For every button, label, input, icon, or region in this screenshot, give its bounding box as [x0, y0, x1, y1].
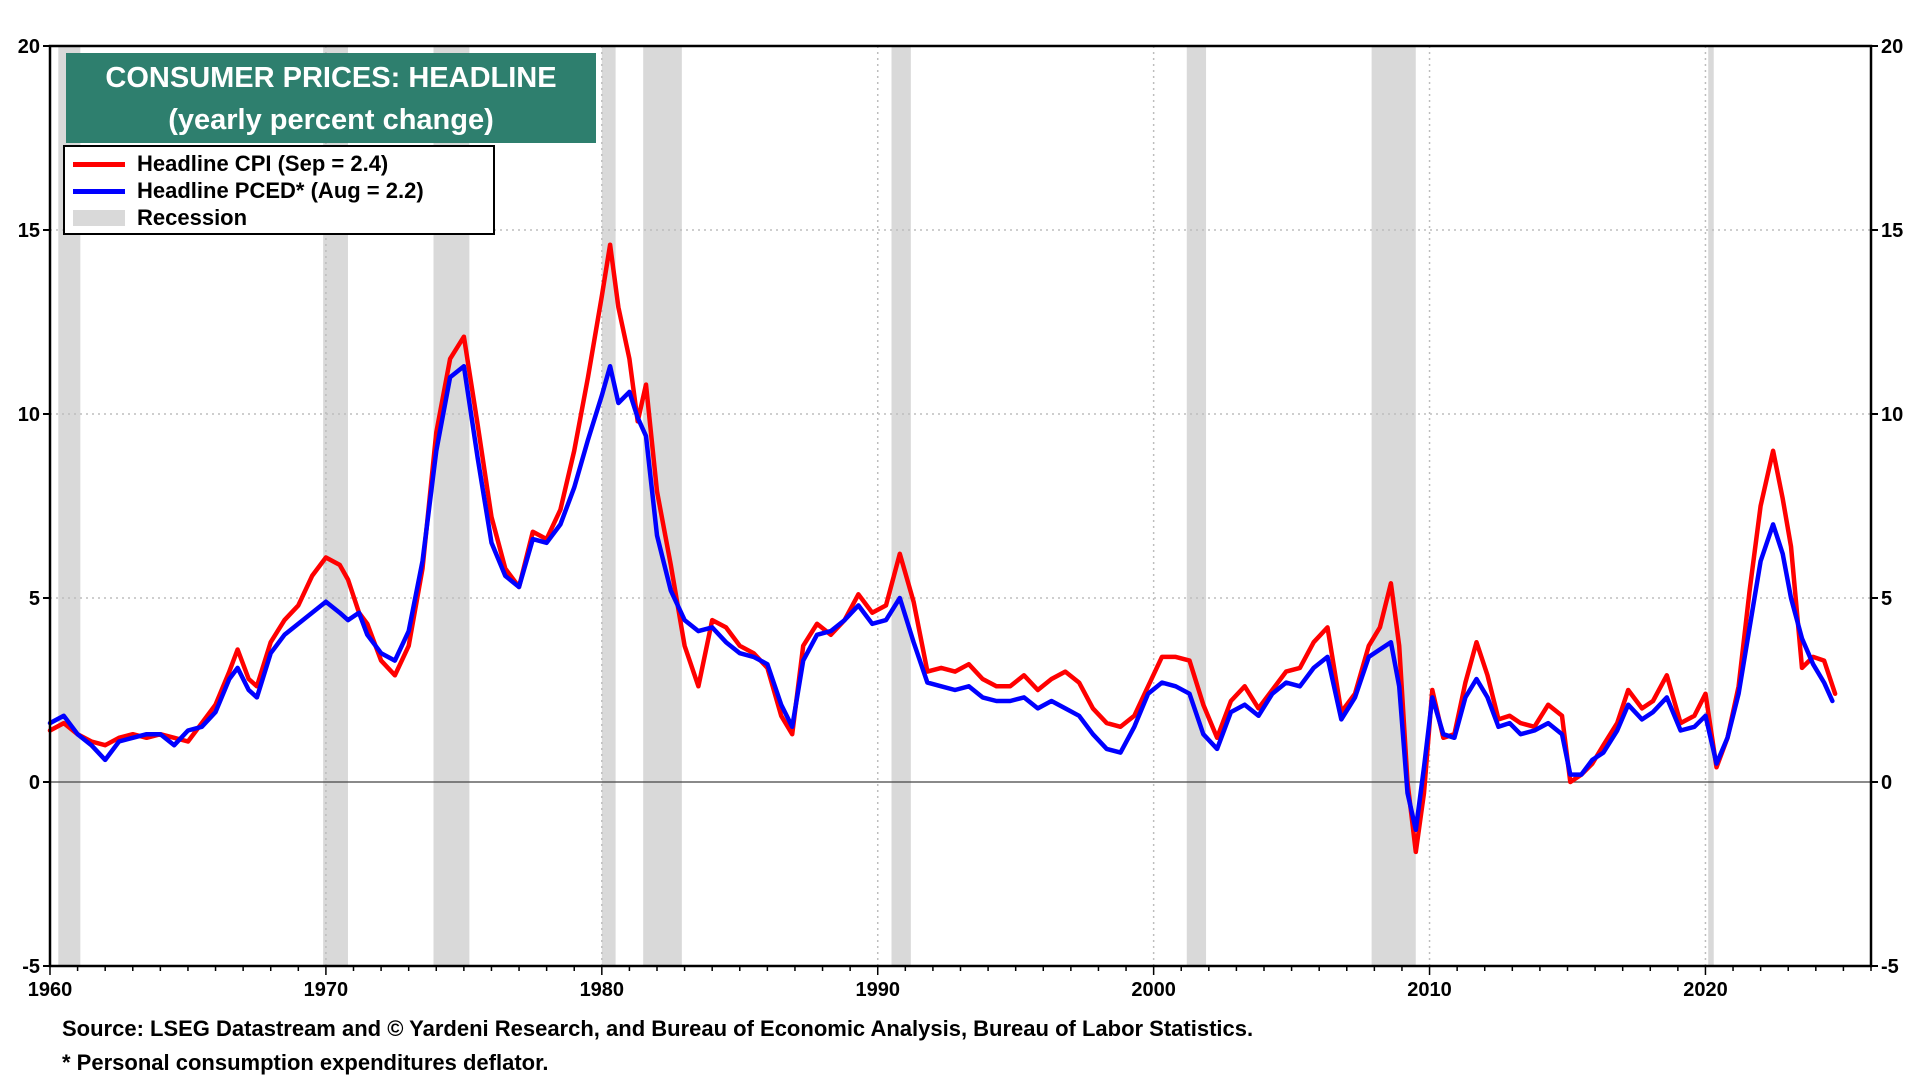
legend-item-recession: Recession — [73, 205, 247, 231]
recession-band-8 — [1708, 46, 1714, 966]
recession-band-7 — [1371, 46, 1416, 966]
data-series — [47, 242, 1838, 855]
recession-bands — [58, 46, 1714, 966]
legend-swatch-recession — [73, 210, 125, 226]
chart-subtitle: (yearly percent change) — [168, 104, 494, 136]
legend-item-cpi: Headline CPI (Sep = 2.4) — [73, 151, 388, 177]
recession-band-4 — [643, 46, 682, 966]
recession-band-6 — [1186, 46, 1207, 966]
y-tick-label-left: 0 — [29, 772, 40, 794]
legend-label-recession: Recession — [137, 205, 248, 230]
legend-label-cpi: Headline CPI (Sep = 2.4) — [137, 151, 389, 176]
y-tick-label-left: 5 — [29, 588, 40, 610]
recession-band-3 — [601, 46, 616, 966]
x-tick-label-1970: 1970 — [304, 979, 349, 1001]
legend-item-pced: Headline PCED* (Aug = 2.2) — [73, 178, 424, 204]
x-tick-label-1980: 1980 — [580, 979, 625, 1001]
x-tick-label-1990: 1990 — [855, 979, 900, 1001]
legend-label-pced: Headline PCED* (Aug = 2.2) — [137, 178, 424, 203]
y-tick-label-left: -5 — [22, 956, 40, 978]
series-line-headline-pced — [47, 363, 1835, 833]
legend-swatch-cpi — [73, 161, 125, 167]
x-tick-label-2010: 2010 — [1407, 979, 1452, 1001]
y-tick-label-right: 0 — [1881, 772, 1892, 794]
y-tick-label-right: 15 — [1881, 220, 1903, 242]
x-tick-label-2000: 2000 — [1131, 979, 1176, 1001]
y-tick-label-right: 20 — [1881, 36, 1903, 58]
y-tick-label-left: 20 — [18, 36, 40, 58]
source-note: Source: LSEG Datastream and © Yardeni Re… — [62, 1016, 1254, 1041]
legend: Headline CPI (Sep = 2.4) Headline PCED* … — [63, 145, 495, 235]
x-tick-label-2020: 2020 — [1683, 979, 1728, 1001]
footnote: * Personal consumption expenditures defl… — [62, 1050, 549, 1075]
y-tick-label-right: 5 — [1881, 588, 1892, 610]
recession-band-0 — [58, 46, 81, 966]
recession-band-5 — [891, 46, 911, 966]
chart-title: CONSUMER PRICES: HEADLINE — [105, 62, 557, 94]
legend-swatch-pced — [73, 188, 125, 194]
chart-title-box: CONSUMER PRICES: HEADLINE (yearly percen… — [66, 53, 596, 143]
y-tick-label-right: -5 — [1881, 956, 1899, 978]
x-tick-label-1960: 1960 — [28, 979, 73, 1001]
y-tick-label-left: 15 — [18, 220, 40, 242]
y-tick-label-right: 10 — [1881, 404, 1903, 426]
y-tick-label-left: 10 — [18, 404, 40, 426]
